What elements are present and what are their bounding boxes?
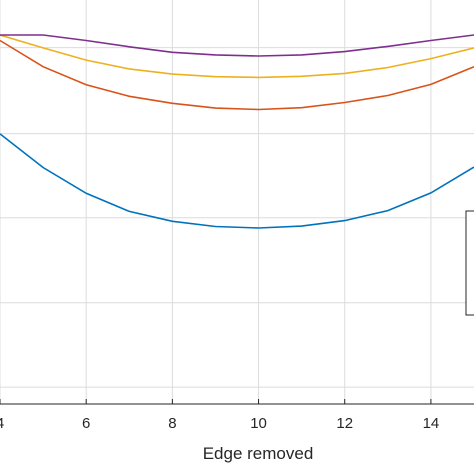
legend-border — [465, 210, 474, 316]
x-tick-marks — [0, 399, 432, 404]
x-tick-label-6: 6 — [82, 415, 90, 432]
series-lines — [0, 34, 474, 229]
series-line-3 — [0, 34, 474, 79]
x-tick-label-4: 4 — [0, 415, 4, 432]
x-tick-label-14: 14 — [423, 415, 440, 432]
x-tick-label-12: 12 — [336, 415, 353, 432]
x-axis-label: Edge removed — [203, 444, 314, 463]
x-tick-label-10: 10 — [250, 415, 267, 432]
grid — [0, 0, 474, 404]
x-tick-label-8: 8 — [168, 415, 176, 432]
series-line-2 — [0, 39, 474, 111]
legend-box — [465, 210, 474, 316]
x-tick-labels: 4 6 8 10 12 14 — [0, 415, 439, 432]
series-line-1 — [0, 133, 474, 229]
series-line-4 — [0, 34, 474, 57]
